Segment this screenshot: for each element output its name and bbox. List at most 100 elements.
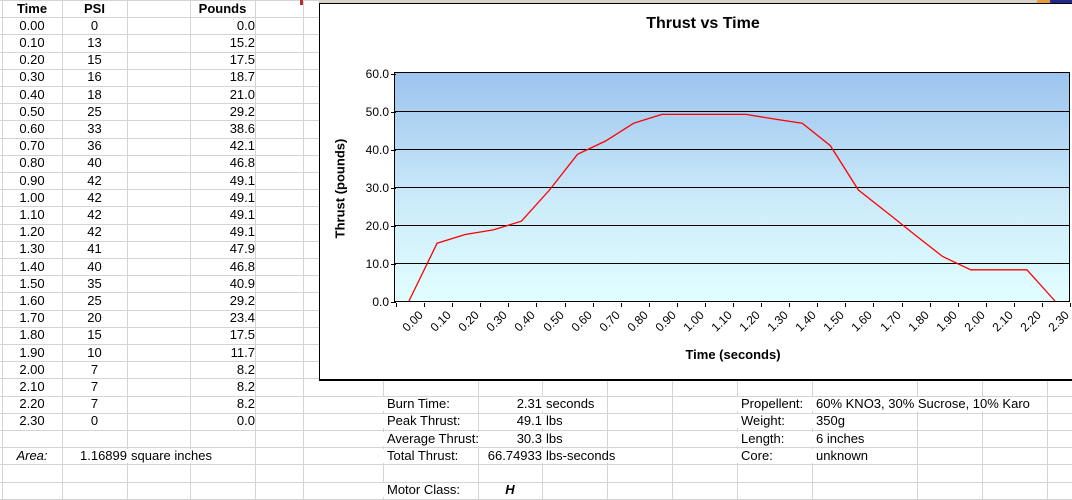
cell-time[interactable]: 1.60 bbox=[19, 292, 45, 308]
cell-time[interactable]: 0.10 bbox=[19, 34, 45, 50]
motor-class-value[interactable]: H bbox=[505, 482, 515, 498]
cell-psi[interactable]: 40 bbox=[87, 155, 102, 171]
cell-psi[interactable]: 0 bbox=[90, 413, 99, 429]
motor-class-label[interactable]: Motor Class: bbox=[383, 483, 460, 498]
cell-pounds[interactable]: 15.2 bbox=[229, 34, 255, 50]
summary-value[interactable]: 66.74933 bbox=[487, 447, 542, 463]
cell-time[interactable]: 0.50 bbox=[19, 103, 45, 119]
cell-time[interactable]: 0.30 bbox=[19, 69, 45, 85]
cell-pounds[interactable]: 29.2 bbox=[229, 103, 255, 119]
cell-pounds[interactable]: 49.1 bbox=[229, 224, 255, 240]
cell-pounds[interactable]: 47.9 bbox=[229, 241, 255, 257]
cell-time[interactable]: 0.70 bbox=[19, 138, 45, 154]
cell-pounds[interactable]: 8.2 bbox=[236, 396, 255, 412]
table-header-psi[interactable]: PSI bbox=[84, 0, 105, 16]
cell-pounds[interactable]: 40.9 bbox=[229, 275, 255, 291]
cell-time[interactable]: 0.20 bbox=[19, 52, 45, 68]
cell-psi[interactable]: 42 bbox=[87, 206, 102, 222]
summary-label[interactable]: Average Thrust: bbox=[383, 431, 480, 446]
cell-time[interactable]: 0.80 bbox=[19, 155, 45, 171]
cell-pounds[interactable]: 8.2 bbox=[236, 361, 255, 377]
cell-time[interactable]: 1.30 bbox=[19, 241, 45, 257]
cell-pounds[interactable]: 49.1 bbox=[229, 172, 255, 188]
summary-unit[interactable]: lbs bbox=[542, 431, 563, 446]
cell-pounds[interactable]: 29.2 bbox=[229, 292, 255, 308]
cell-pounds[interactable]: 46.8 bbox=[229, 155, 255, 171]
cell-psi[interactable]: 33 bbox=[87, 120, 102, 136]
cell-time[interactable]: 2.10 bbox=[19, 378, 45, 394]
cell-psi[interactable]: 13 bbox=[87, 34, 102, 50]
cell-psi[interactable]: 25 bbox=[87, 103, 102, 119]
summary-label[interactable]: Total Thrust: bbox=[383, 448, 459, 463]
motor-info-value[interactable]: 350g bbox=[812, 414, 845, 429]
area-label[interactable]: Area: bbox=[16, 447, 48, 463]
cell-psi[interactable]: 7 bbox=[90, 396, 99, 412]
cell-psi[interactable]: 40 bbox=[87, 258, 102, 274]
cell-psi[interactable]: 7 bbox=[90, 378, 99, 394]
cell-time[interactable]: 0.90 bbox=[19, 172, 45, 188]
area-value[interactable]: 1.16899 bbox=[80, 447, 127, 463]
cell-pounds[interactable]: 23.4 bbox=[229, 310, 255, 326]
motor-info-label[interactable]: Weight: bbox=[737, 414, 785, 429]
cell-psi[interactable]: 15 bbox=[87, 52, 102, 68]
summary-unit[interactable]: seconds bbox=[542, 397, 595, 412]
area-unit[interactable]: square inches bbox=[127, 448, 212, 463]
cell-time[interactable]: 0.40 bbox=[19, 86, 45, 102]
cell-pounds[interactable]: 49.1 bbox=[229, 206, 255, 222]
cell-psi[interactable]: 18 bbox=[87, 86, 102, 102]
cell-time[interactable]: 1.50 bbox=[19, 275, 45, 291]
thrust-chart-object[interactable]: Thrust vs Time Thrust (pounds) 60.0 50.0 4… bbox=[319, 3, 1072, 381]
cell-pounds[interactable]: 49.1 bbox=[229, 189, 255, 205]
cell-time[interactable]: 1.70 bbox=[19, 310, 45, 326]
cell-time[interactable]: 1.90 bbox=[19, 344, 45, 360]
cell-pounds[interactable]: 8.2 bbox=[236, 378, 255, 394]
cell-psi[interactable]: 20 bbox=[87, 310, 102, 326]
motor-info-label[interactable]: Propellent: bbox=[737, 397, 804, 412]
summary-unit[interactable]: lbs-seconds bbox=[542, 448, 616, 463]
cell-time[interactable]: 0.00 bbox=[19, 17, 45, 33]
cell-pounds[interactable]: 0.0 bbox=[236, 17, 255, 33]
cell-pounds[interactable]: 42.1 bbox=[229, 138, 255, 154]
cell-pounds[interactable]: 17.5 bbox=[229, 52, 255, 68]
cell-psi[interactable]: 42 bbox=[87, 172, 102, 188]
cell-time[interactable]: 1.20 bbox=[19, 224, 45, 240]
cell-time[interactable]: 2.00 bbox=[19, 361, 45, 377]
motor-info-value[interactable]: unknown bbox=[812, 448, 869, 463]
cell-time[interactable]: 1.10 bbox=[19, 206, 45, 222]
cell-pounds[interactable]: 21.0 bbox=[229, 86, 255, 102]
cell-time[interactable]: 2.20 bbox=[19, 396, 45, 412]
summary-value[interactable]: 30.3 bbox=[516, 430, 542, 446]
cell-pounds[interactable]: 0.0 bbox=[236, 413, 255, 429]
cell-pounds[interactable]: 38.6 bbox=[229, 120, 255, 136]
cell-psi[interactable]: 10 bbox=[87, 344, 102, 360]
cell-time[interactable]: 1.80 bbox=[19, 327, 45, 343]
cell-psi[interactable]: 36 bbox=[87, 138, 102, 154]
cell-time[interactable]: 2.30 bbox=[19, 413, 45, 429]
summary-value[interactable]: 2.31 bbox=[516, 396, 542, 412]
cell-time[interactable]: 0.60 bbox=[19, 120, 45, 136]
summary-label[interactable]: Burn Time: bbox=[383, 397, 450, 412]
motor-info-label[interactable]: Length: bbox=[737, 431, 785, 446]
cell-psi[interactable]: 25 bbox=[87, 292, 102, 308]
cell-time[interactable]: 1.00 bbox=[19, 189, 45, 205]
cell-pounds[interactable]: 46.8 bbox=[229, 258, 255, 274]
summary-label[interactable]: Peak Thrust: bbox=[383, 414, 461, 429]
cell-psi[interactable]: 42 bbox=[87, 189, 102, 205]
motor-info-value[interactable]: 6 inches bbox=[812, 431, 865, 446]
motor-info-value[interactable]: 60% KNO3, 30% Sucrose, 10% Karo bbox=[812, 397, 1030, 412]
table-header-pounds[interactable]: Pounds bbox=[198, 0, 247, 16]
cell-time[interactable]: 1.40 bbox=[19, 258, 45, 274]
table-header-time[interactable]: Time bbox=[16, 0, 48, 16]
cell-psi[interactable]: 15 bbox=[87, 327, 102, 343]
motor-info-label[interactable]: Core: bbox=[737, 448, 773, 463]
cell-psi[interactable]: 7 bbox=[90, 361, 99, 377]
cell-psi[interactable]: 35 bbox=[87, 275, 102, 291]
summary-value[interactable]: 49.1 bbox=[516, 413, 542, 429]
cell-pounds[interactable]: 11.7 bbox=[230, 344, 255, 360]
summary-unit[interactable]: lbs bbox=[542, 414, 563, 429]
cell-pounds[interactable]: 17.5 bbox=[229, 327, 255, 343]
cell-pounds[interactable]: 18.7 bbox=[229, 69, 255, 85]
cell-psi[interactable]: 42 bbox=[87, 224, 102, 240]
cell-psi[interactable]: 16 bbox=[87, 69, 102, 85]
cell-psi[interactable]: 41 bbox=[87, 241, 102, 257]
